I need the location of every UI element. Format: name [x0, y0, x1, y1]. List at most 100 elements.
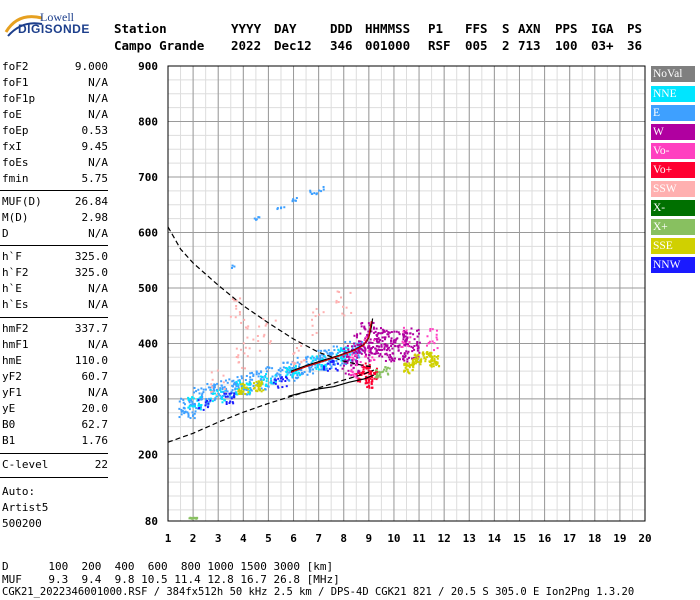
echo-point: [386, 354, 389, 357]
echo-point: [353, 358, 356, 361]
echo-point: [305, 360, 308, 363]
echo-point: [429, 329, 432, 332]
echo-point: [349, 340, 352, 343]
echo-point: [404, 331, 407, 334]
echo-point: [378, 348, 381, 351]
echo-point: [355, 373, 358, 376]
echo-point: [210, 389, 213, 392]
echo-point: [238, 313, 241, 316]
echo-point: [252, 373, 255, 376]
echo-point: [368, 386, 371, 389]
echo-point: [424, 360, 427, 363]
echo-point: [372, 326, 375, 329]
echo-point: [222, 374, 225, 377]
echo-point: [429, 351, 432, 354]
echo-point: [269, 377, 272, 380]
echo-point: [208, 400, 211, 403]
echo-point: [388, 367, 391, 370]
echo-point: [408, 362, 411, 365]
echo-point: [331, 360, 334, 363]
echo-point: [375, 367, 378, 370]
echo-point: [207, 402, 210, 405]
echo-point: [341, 349, 344, 352]
echo-point: [354, 352, 357, 355]
echo-point: [236, 376, 239, 379]
echo-point: [412, 366, 415, 369]
echo-point: [429, 360, 432, 363]
echo-point: [336, 369, 339, 372]
echo-point: [347, 373, 350, 376]
echo-point: [406, 360, 409, 363]
x-tick-label: 6: [290, 532, 297, 545]
echo-point: [386, 347, 389, 350]
echo-point: [259, 388, 262, 391]
echo-point: [195, 390, 198, 393]
echo-point: [404, 366, 407, 369]
echo-point: [268, 366, 271, 369]
echo-point: [374, 376, 377, 379]
echo-point: [336, 290, 339, 293]
echo-point: [251, 378, 254, 381]
header-value-p1: RSF: [428, 38, 451, 53]
echo-point: [356, 362, 359, 365]
echo-point: [375, 352, 378, 355]
echo-point: [336, 352, 339, 355]
echo-point: [222, 390, 225, 393]
echo-point: [274, 374, 277, 377]
echo-point: [232, 379, 235, 382]
echo-point: [397, 345, 400, 348]
echo-point: [191, 405, 194, 408]
echo-point: [286, 361, 289, 364]
divider: [0, 245, 108, 246]
echo-point: [212, 388, 215, 391]
echo-point: [279, 377, 282, 380]
echo-point: [280, 380, 283, 383]
echo-point: [191, 396, 194, 399]
echo-point: [323, 355, 326, 358]
echo-point: [234, 383, 237, 386]
echo-point: [298, 363, 301, 366]
echo-point: [335, 359, 338, 362]
echo-point: [426, 352, 429, 355]
echo-point: [333, 363, 336, 366]
echo-point: [430, 362, 433, 365]
echo-point: [300, 372, 303, 375]
legend-sse: SSE: [651, 238, 695, 254]
echo-point: [412, 363, 415, 366]
echo-point: [355, 364, 358, 367]
echo-point: [405, 368, 408, 371]
echo-point: [378, 371, 381, 374]
echo-point: [430, 354, 433, 357]
echo-point: [216, 382, 219, 385]
echo-point: [311, 334, 314, 337]
echo-point: [409, 332, 412, 335]
echo-point: [243, 383, 246, 386]
echo-point: [297, 371, 300, 374]
echo-point: [238, 379, 241, 382]
echo-point: [405, 362, 408, 365]
echo-point: [344, 346, 347, 349]
echo-point: [231, 298, 234, 301]
echo-point: [375, 371, 378, 374]
echo-point: [268, 342, 271, 345]
param-key: D: [2, 227, 9, 240]
echo-point: [288, 365, 291, 368]
header-value-pps: 100: [555, 38, 578, 53]
x-tick-label: 1: [165, 532, 172, 545]
echo-point: [223, 399, 226, 402]
param-row: foE N/A: [2, 108, 108, 124]
echo-point: [241, 387, 244, 390]
echo-point: [281, 369, 284, 372]
echo-point: [223, 390, 226, 393]
echo-point: [287, 379, 290, 382]
echo-point: [321, 358, 324, 361]
echo-point: [376, 341, 379, 344]
echo-point: [402, 355, 405, 358]
param-value: N/A: [88, 282, 108, 295]
echo-point: [321, 367, 324, 370]
echo-point: [189, 399, 192, 402]
echo-point: [405, 350, 408, 353]
echo-point: [330, 365, 333, 368]
echo-point: [407, 371, 410, 374]
echo-point: [383, 346, 386, 349]
